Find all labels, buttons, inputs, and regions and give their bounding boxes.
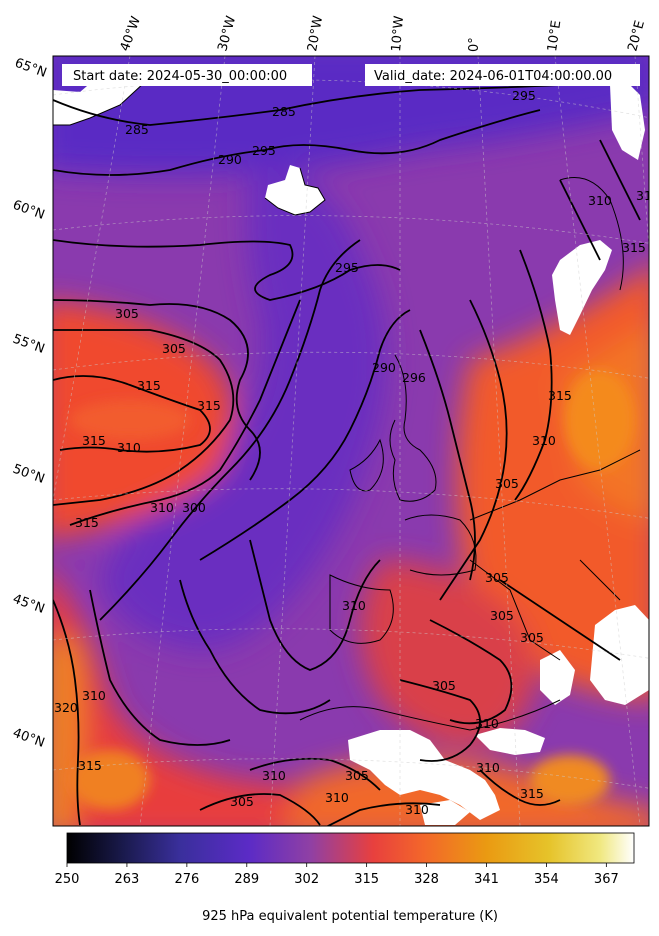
contour-label: 305 [115, 306, 139, 321]
contour-label: 310 [150, 500, 174, 515]
colorbar-tick-label: 302 [294, 872, 319, 887]
contour-label: 310 [262, 768, 286, 783]
contour-label: 305 [432, 678, 456, 693]
contour-label: 310 [475, 716, 499, 731]
lat-label: 40°N [11, 726, 47, 751]
lon-label: 10°E [545, 20, 564, 53]
graticule [53, 56, 649, 826]
contour-label: 305 [495, 476, 519, 491]
contour-label: 315 [548, 388, 572, 403]
colorbar-tick-label: 315 [354, 872, 379, 887]
longitude-labels: 40°W 30°W 20°W 10°W 0° 10°E 20°E [118, 14, 648, 53]
contour-label: 310 [82, 688, 106, 703]
contour-lines [53, 79, 641, 826]
start-date-label: Start date: 2024-05-30_00:00:00 [73, 69, 287, 84]
colorbar-tick-label: 250 [55, 872, 80, 887]
contour-label: 315 [197, 398, 221, 413]
map-header: Start date: 2024-05-30_00:00:00 Valid_da… [62, 64, 640, 86]
contour-label: 290 [218, 152, 242, 167]
colorbar-tick-label: 367 [594, 872, 619, 887]
contour-label: 305 [485, 570, 509, 585]
contour-label: 310 [325, 790, 349, 805]
colorbar-tick-label: 263 [115, 872, 140, 887]
masked-regions [53, 70, 649, 825]
temperature-field: 285 285 290 295 295 295 290 296 305 305 … [53, 56, 659, 826]
contour-label: 310 [588, 193, 612, 208]
colorbar-tick-label: 328 [414, 872, 439, 887]
contour-label: 296 [402, 370, 426, 385]
valid-date-label: Valid_date: 2024-06-01T04:00:00.00 [374, 69, 612, 84]
colorbar-gradient [66, 832, 635, 864]
contour-label: 285 [125, 122, 149, 137]
contour-label: 290 [372, 360, 396, 375]
contour-label: 315 [520, 786, 544, 801]
contour-label: 305 [520, 630, 544, 645]
colorbar-tick-label: 341 [474, 872, 499, 887]
lon-label: 40°W [118, 14, 144, 53]
contour-label: 315 [78, 758, 102, 773]
colorbar-ticks: 250 263 276 289 302 315 328 341 354 367 [55, 863, 619, 887]
lon-label: 20°E [625, 19, 648, 53]
latitude-labels: 65°N 60°N 55°N 50°N 45°N 40°N [11, 56, 49, 751]
colorbar-label: 925 hPa equivalent potential temperature… [202, 909, 498, 924]
lat-label: 65°N [13, 56, 49, 81]
contour-label: 320 [54, 700, 78, 715]
contour-label: 295 [335, 260, 359, 275]
lat-label: 60°N [11, 198, 47, 223]
lon-label: 30°W [215, 14, 239, 53]
contour-label: 305 [345, 768, 369, 783]
contour-label: 315 [137, 378, 161, 393]
contour-label: 305 [162, 341, 186, 356]
colorbar: 250 263 276 289 302 315 328 341 354 367 925 hPa e… [55, 832, 635, 924]
colorbar-tick-label: 354 [534, 872, 559, 887]
contour-label: 285 [272, 104, 296, 119]
contour-label: 305 [490, 608, 514, 623]
lat-label: 55°N [11, 332, 47, 357]
lon-label: 10°W [389, 15, 407, 52]
map-frame [52, 55, 650, 827]
contour-label: 315 [622, 240, 646, 255]
coastlines [53, 69, 641, 731]
lat-label: 45°N [11, 592, 47, 617]
contour-label: 310 [405, 802, 429, 817]
contour-label: 310 [636, 188, 659, 203]
contour-label: 295 [512, 88, 536, 103]
lon-label: 0° [467, 37, 482, 52]
lat-label: 50°N [11, 462, 47, 487]
contour-label: 310 [117, 440, 141, 455]
contour-label: 315 [82, 433, 106, 448]
contour-label: 300 [182, 500, 206, 515]
lon-label: 20°W [305, 15, 326, 53]
contour-label: 310 [342, 598, 366, 613]
contour-label: 315 [75, 515, 99, 530]
contour-labels: 285 285 290 295 295 295 290 296 305 305 … [54, 88, 659, 817]
contour-label: 295 [252, 143, 276, 158]
contour-label: 305 [230, 794, 254, 809]
contour-label: 310 [476, 760, 500, 775]
colorbar-tick-label: 276 [174, 872, 199, 887]
colorbar-tick-label: 289 [234, 872, 259, 887]
contour-label: 310 [532, 433, 556, 448]
